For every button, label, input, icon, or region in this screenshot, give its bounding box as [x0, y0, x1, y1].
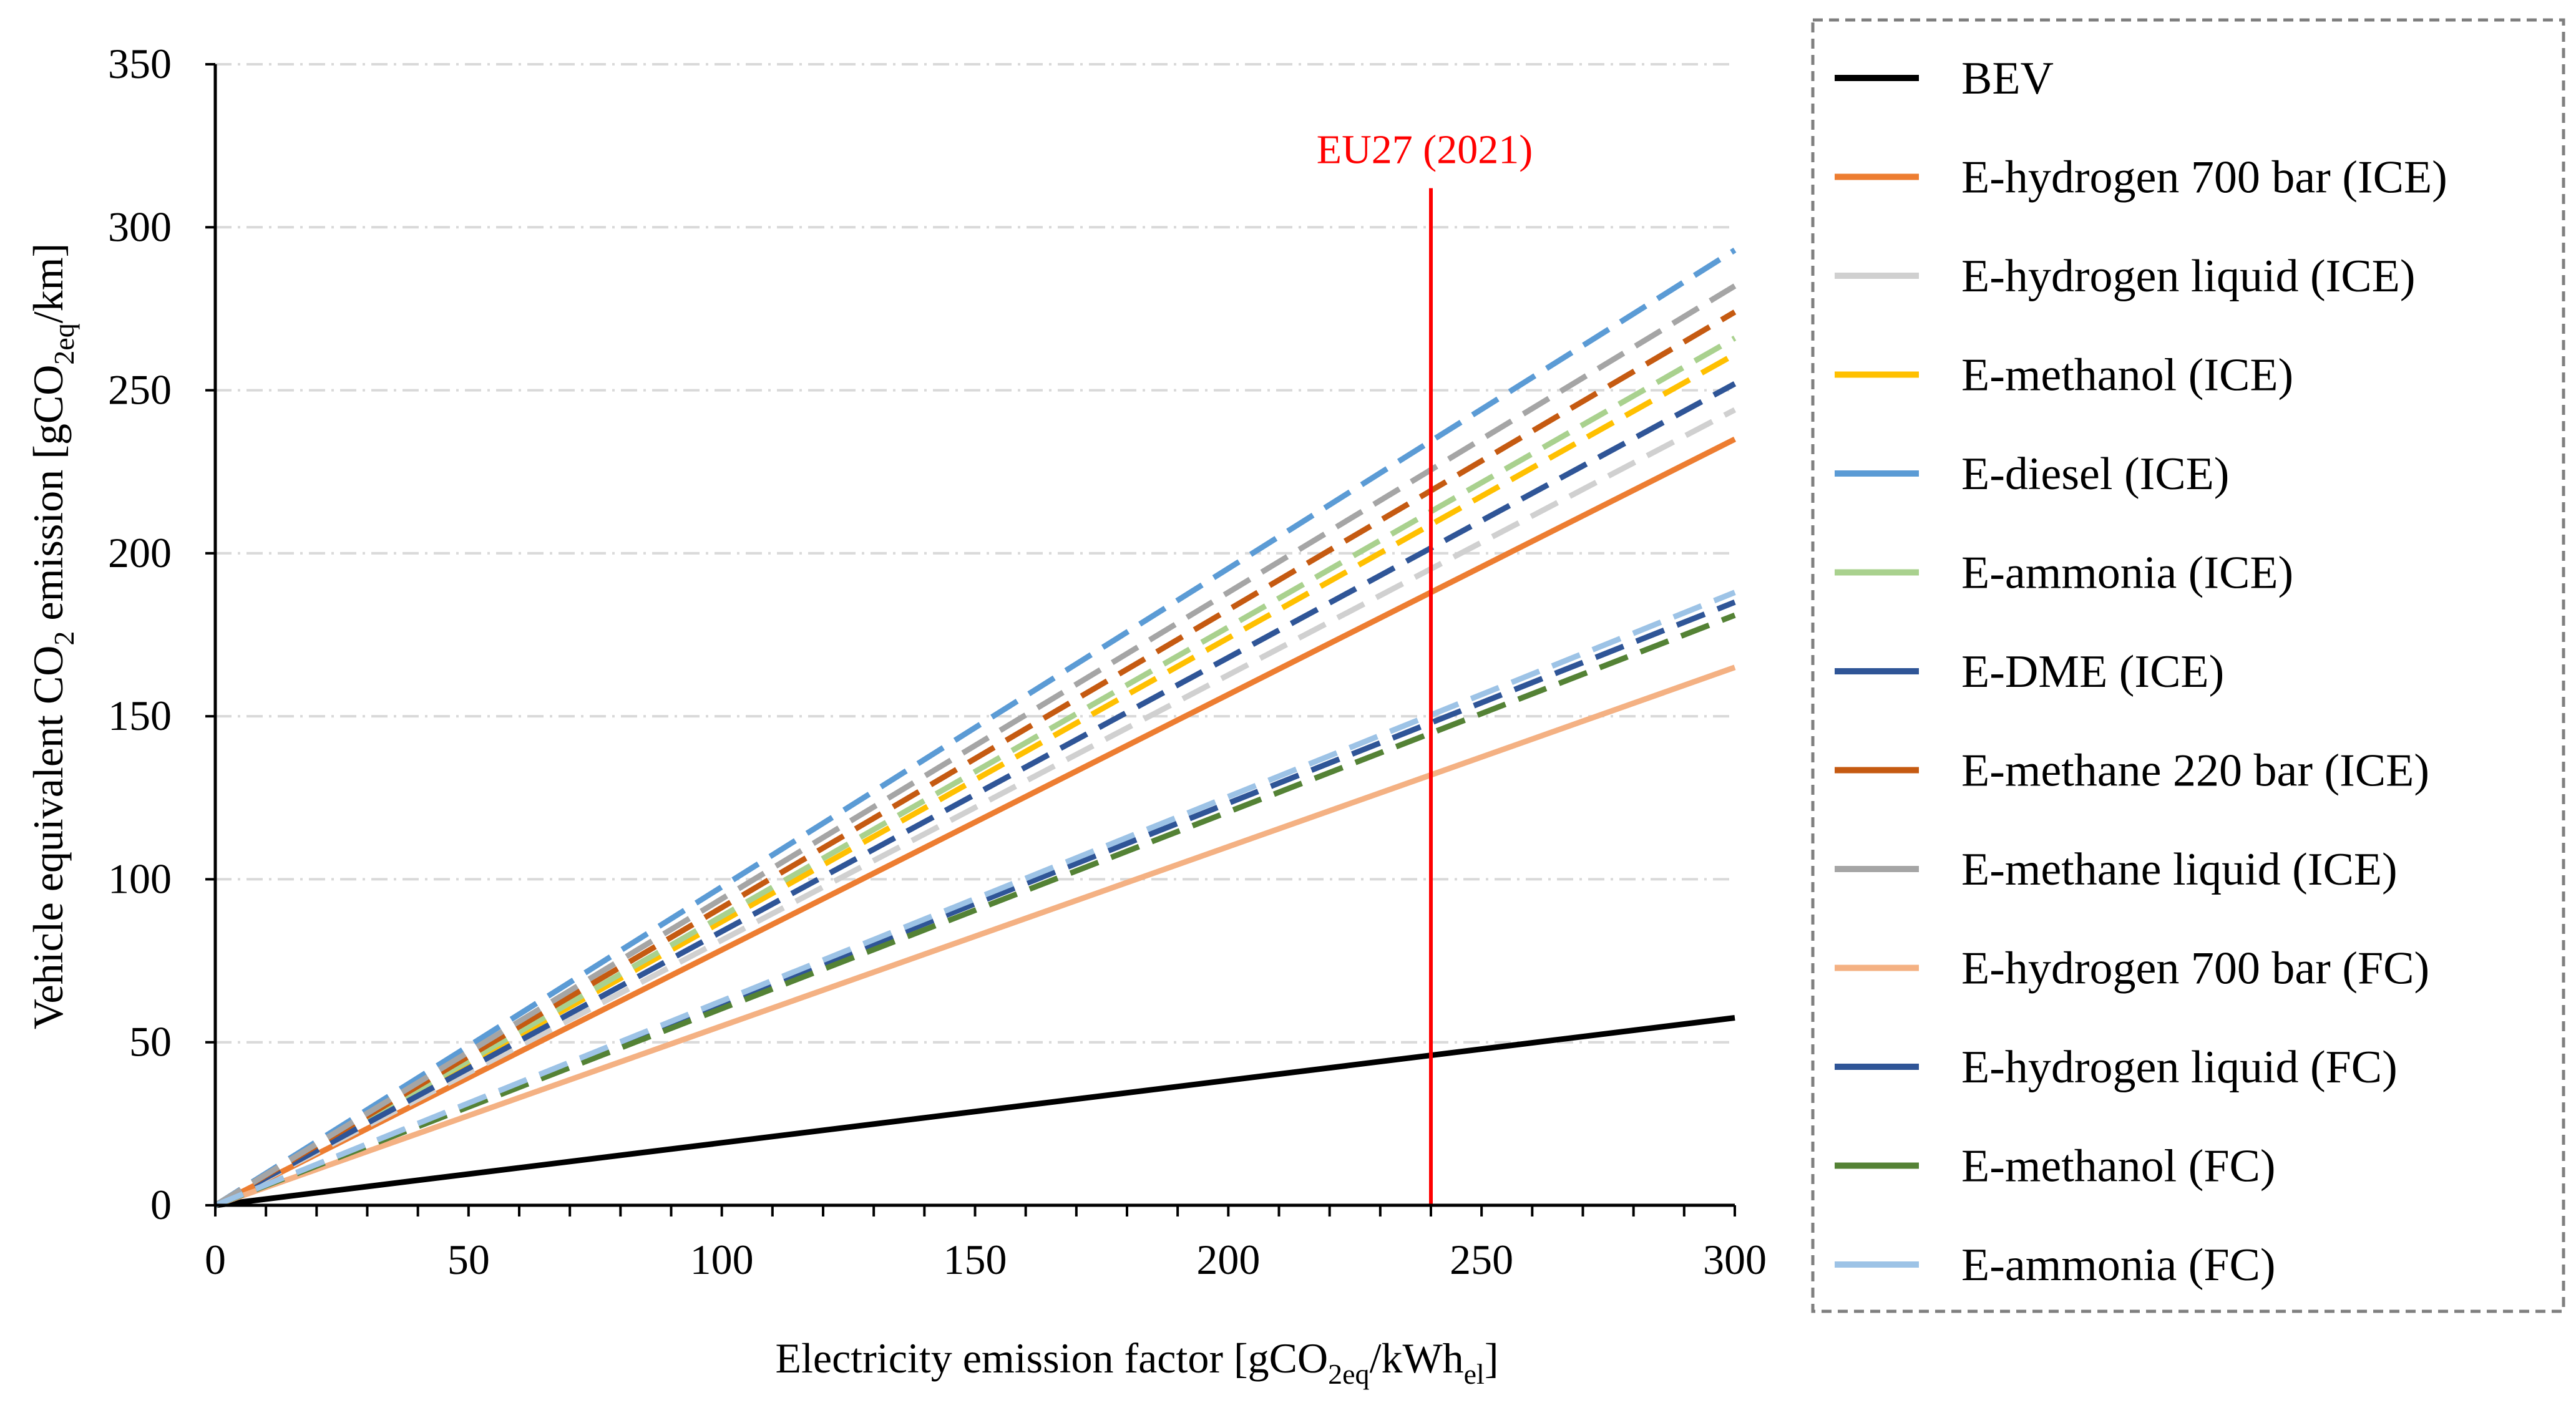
legend-label: E-hydrogen 700 bar (FC)	[1961, 943, 2429, 994]
legend: BEV E-hydrogen 700 bar (ICE) E-hydrogen li…	[1811, 18, 2565, 1313]
x-tick-label: 50	[447, 1236, 490, 1283]
gridlines	[215, 63, 1735, 1044]
legend-label: E-hydrogen liquid (ICE)	[1961, 251, 2416, 302]
legend-entry: E-diesel (ICE)	[1835, 449, 2229, 500]
legend-label: BEV	[1961, 53, 2054, 104]
legend-box	[1811, 18, 2565, 1313]
x-tick-label: 200	[1196, 1236, 1260, 1283]
y-tick-label: 300	[108, 203, 172, 250]
legend-label: E-diesel (ICE)	[1961, 449, 2229, 500]
series-line-0	[215, 1015, 1735, 1208]
series-line-2	[213, 407, 1737, 1208]
legend-entry: E-ammonia (ICE)	[1835, 548, 2293, 599]
legend-label: E-hydrogen liquid (FC)	[1961, 1042, 2398, 1093]
series-line-3	[213, 352, 1737, 1208]
legend-label: E-methane liquid (ICE)	[1961, 844, 2398, 895]
series-line-9	[214, 664, 1736, 1208]
series-line-8	[213, 283, 1737, 1208]
series-line-11	[214, 612, 1736, 1208]
legend-label: E-methanol (ICE)	[1961, 350, 2293, 401]
legend-entry: E-hydrogen liquid (ICE)	[1835, 251, 2416, 302]
y-tick-label: 50	[129, 1018, 172, 1066]
x-tick-label: 0	[205, 1236, 226, 1283]
legend-entry: E-DME (ICE)	[1835, 646, 2224, 697]
legend-entry: E-ammonia (FC)	[1835, 1240, 2276, 1291]
series-line-4	[213, 248, 1737, 1208]
legend-entry: E-hydrogen liquid (FC)	[1835, 1042, 2398, 1093]
y-axis-title: Vehicle equivalent CO2 emission [gCO2eq/…	[24, 243, 80, 1029]
series-line-12	[214, 590, 1736, 1208]
legend-entry: BEV	[1835, 53, 2054, 104]
legend-label: E-ammonia (ICE)	[1961, 548, 2293, 599]
legend-label: E-DME (ICE)	[1961, 646, 2224, 697]
eu27-marker-label: EU27 (2021)	[1317, 127, 1533, 173]
y-tick-label: 0	[150, 1181, 172, 1228]
legend-entry: E-methane 220 bar (ICE)	[1835, 745, 2429, 797]
series-line-5	[213, 336, 1737, 1208]
x-tick-label: 150	[944, 1236, 1007, 1283]
y-tick-label: 100	[108, 855, 172, 902]
y-tick-label: 250	[108, 366, 172, 414]
legend-entry: E-hydrogen 700 bar (ICE)	[1835, 152, 2447, 203]
x-tick-label: 100	[690, 1236, 754, 1283]
legend-label: E-ammonia (FC)	[1961, 1240, 2276, 1291]
legend-entry: E-methanol (ICE)	[1835, 350, 2293, 401]
legend-entry: E-methanol (FC)	[1835, 1141, 2276, 1192]
series-line-7	[213, 309, 1737, 1208]
axes	[205, 63, 1736, 1216]
tick-labels: 0 50 100 150 200 250 300 350 0 50 100 150 200 250 300	[108, 40, 1767, 1283]
x-axis-title: Electricity emission factor [gCO2eq/kWhe…	[776, 1334, 1499, 1390]
legend-label: E-methane 220 bar (ICE)	[1961, 745, 2429, 797]
y-tick-label: 350	[108, 40, 172, 87]
series-line-6	[213, 381, 1737, 1208]
annotation-group: EU27 (2021)	[1317, 127, 1533, 1205]
legend-entry: E-methane liquid (ICE)	[1835, 844, 2398, 895]
legend-label: E-methanol (FC)	[1961, 1141, 2276, 1192]
series-group	[213, 248, 1737, 1208]
legend-label: E-hydrogen 700 bar (ICE)	[1961, 152, 2447, 203]
legend-entry: E-hydrogen 700 bar (FC)	[1835, 943, 2429, 994]
x-tick-label: 250	[1450, 1236, 1513, 1283]
series-line-1	[213, 436, 1737, 1208]
x-tick-label: 300	[1703, 1236, 1767, 1283]
y-tick-label: 200	[108, 529, 172, 576]
y-tick-label: 150	[108, 692, 172, 739]
